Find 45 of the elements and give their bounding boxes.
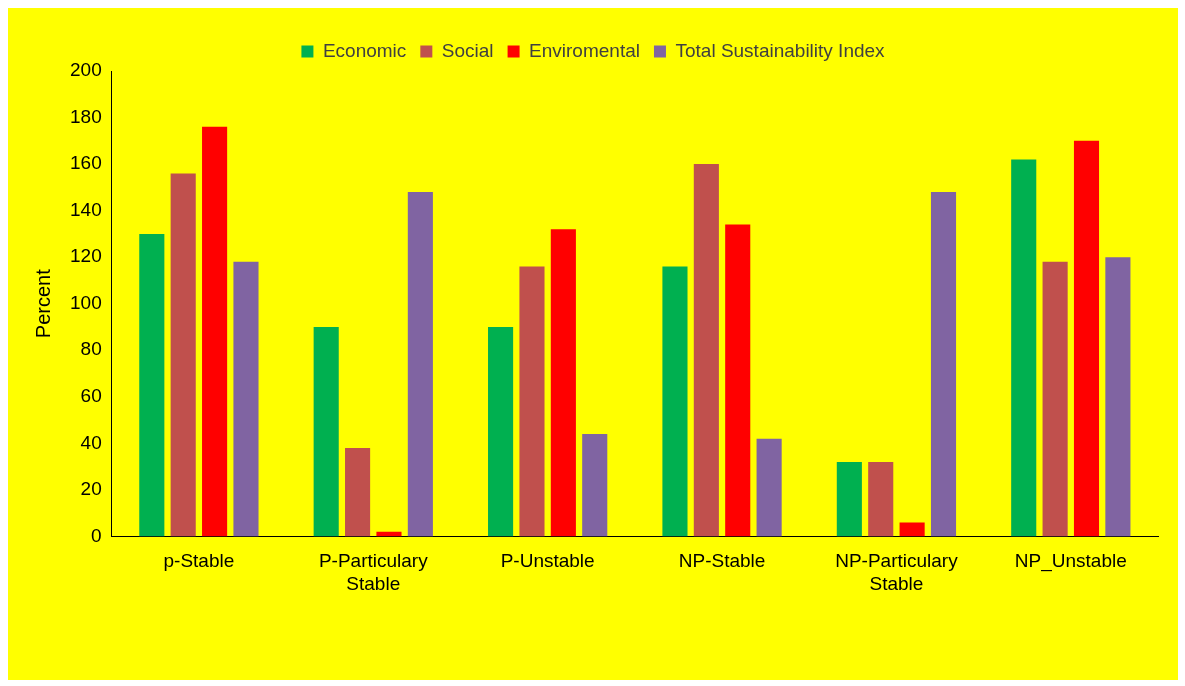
- bar: [662, 266, 688, 537]
- x-tick-label: P-Particulary Stable: [318, 550, 429, 594]
- y-tick-label: 0: [91, 524, 102, 546]
- bar: [693, 164, 719, 537]
- bar: [202, 126, 228, 537]
- bar: [1042, 261, 1068, 537]
- y-tick-label: 60: [80, 385, 102, 407]
- bar: [488, 326, 514, 537]
- legend-label: Total Sustainability Index: [675, 39, 886, 61]
- x-tick-label: NP-Particulary Stable: [835, 550, 959, 594]
- bar: [930, 192, 957, 537]
- bar: [345, 447, 371, 537]
- bar: [170, 173, 196, 537]
- y-tick-label: 160: [70, 152, 102, 174]
- bar: [582, 434, 608, 537]
- bar: [233, 261, 259, 537]
- bar: [519, 266, 545, 537]
- bar: [550, 229, 576, 537]
- bar: [836, 461, 862, 537]
- bar: [313, 326, 339, 537]
- y-axis-title: Percent: [31, 268, 54, 339]
- bar: [725, 224, 751, 537]
- legend-label: Economic: [322, 39, 407, 61]
- y-tick-label: 140: [70, 198, 102, 220]
- y-tick-label: 100: [70, 291, 102, 313]
- bar: [899, 522, 925, 537]
- x-tick-label: P-Unstable: [500, 550, 595, 572]
- bar: [139, 233, 165, 537]
- bar: [1105, 257, 1131, 537]
- legend-label: Social: [441, 39, 494, 61]
- x-tick-label: NP_Unstable: [1014, 550, 1127, 573]
- y-tick-label: 200: [70, 59, 102, 81]
- y-tick-label: 20: [80, 478, 102, 500]
- bar: [868, 461, 894, 537]
- bar: [756, 438, 782, 537]
- y-tick-label: 40: [80, 431, 102, 453]
- y-tick-label: 80: [80, 338, 102, 360]
- y-tick-label: 120: [70, 245, 102, 267]
- bar: [1073, 140, 1100, 537]
- x-tick-label: NP-Stable: [678, 550, 766, 572]
- bar: [407, 192, 433, 537]
- x-tick-label: p-Stable: [163, 550, 235, 572]
- y-tick-label: 180: [70, 105, 102, 127]
- bar: [1011, 159, 1037, 537]
- legend-label: Enviromental: [529, 39, 640, 61]
